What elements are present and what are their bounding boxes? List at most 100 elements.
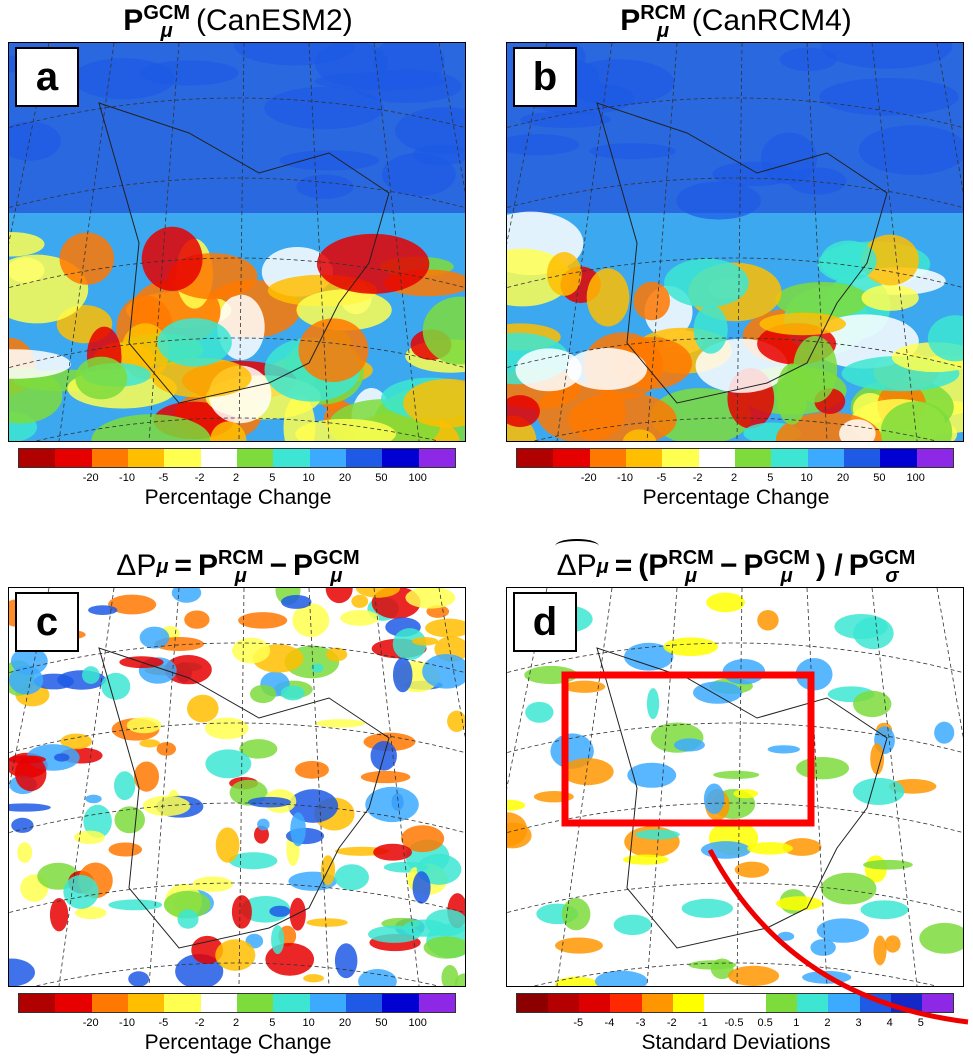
panel-letter: b [513,47,577,107]
map: c [8,587,466,987]
colorbar-swatch [345,994,383,1012]
colorbar-tick-label: -20 [580,472,597,484]
colorbar-swatch [610,994,642,1012]
panel: ΔP μ = P RCM μ − P GCM μ c -20 -10 -5 -2 2 5 10 20 50 100 Per… [8,545,468,1057]
title-sup: RCM [217,547,264,570]
colorbar-swatch [236,994,274,1012]
colorbar-swatch [548,994,580,1012]
panel-letter: a [15,47,79,107]
title-part: P GCM σ [849,547,916,586]
colorbar-caption: Percentage Change [144,1031,332,1054]
map: d [506,587,964,987]
colorbar-swatch [553,449,590,467]
title-part: P GCM μ [293,547,360,586]
colorbar-caption: Standard Deviations [641,1031,831,1054]
title-sup: GCM [763,547,811,570]
colorbar-tick-label: -2 [194,1017,205,1029]
colorbar-swatch [890,994,922,1012]
colorbar-swatch [55,994,92,1012]
colorbar-swatch [766,994,798,1012]
colorbar-tick-label: 100 [408,472,427,484]
title-part: P RCM μ [620,3,686,43]
colorbar-swatch [641,994,673,1012]
colorbar-labels: -20 -10 -5 -2 2 5 10 20 50 100 [18,1017,454,1031]
title-text: P [743,549,764,582]
colorbar-swatch [164,994,201,1012]
title-text: (P [638,549,669,582]
colorbar-caption: Percentage Change [144,486,332,509]
title-sup: GCM [143,2,190,25]
panel-title: P RCM μ (CanRCM4) [506,3,966,43]
colorbar-swatch [418,449,455,467]
colorbar-swatch [698,449,735,467]
title-part: = [174,549,192,582]
colorbar-swatch [127,994,165,1012]
colorbar-swatch [921,994,953,1012]
map-field [9,588,465,986]
title-part: (P RCM μ [638,547,714,588]
colorbar-tick-label: -3 [635,1017,646,1029]
title-sub: μ [685,565,698,588]
title-part: P GCM μ [743,547,811,586]
colorbar-tick-label: 2 [232,1017,240,1029]
colorbar-swatch [127,449,165,467]
colorbar-tick-label: -10 [119,472,135,484]
colorbar-swatch [843,449,881,467]
title-sup: RCM [668,547,714,570]
colorbar-tick-label: -1 [697,1017,708,1029]
colorbar-tick-label: 5 [767,472,774,484]
colorbar-swatch [797,994,829,1012]
colorbar-tick-label: -5 [573,1017,584,1029]
colorbar-tick-label: 2 [232,472,240,484]
title-sup: GCM [868,547,916,570]
title-part: ΔP μ [554,539,609,582]
title-sup: GCM [313,547,360,570]
title-sub: μ [656,20,670,43]
colorbar-swatch [382,449,419,467]
colorbar-swatch [19,994,56,1012]
title-part: (CanESM2) [196,4,353,37]
title-part: P GCM μ [123,2,190,43]
colorbar-tick-label: 3 [855,1017,862,1029]
panel-letter: c [15,592,79,652]
title-text: P [123,4,144,37]
colorbar-swatch [807,449,844,467]
colorbar-tick-label: -4 [604,1017,615,1029]
title-text: = [174,549,192,582]
title-sub: μ [160,20,173,43]
colorbar [516,993,954,1013]
colorbar-labels: -5 -4 -3 -2 -1 -0.5 0.5 1 2 3 4 5 [516,1017,952,1031]
colorbar-tick-label: -20 [82,472,99,484]
map-field [9,43,465,441]
colorbar-tick-label: 20 [338,472,352,484]
title-sub: μ [156,556,169,579]
colorbar-tick-label: 50 [873,472,886,484]
colorbar-tick-label: 50 [375,472,388,484]
colorbar-swatch [517,994,549,1012]
colorbar-swatch [880,449,917,467]
title-text: ΔP [116,549,157,582]
colorbar-tick-label: -0.5 [724,1017,744,1029]
colorbar-swatch [734,449,772,467]
colorbar-tick-label: 1 [793,1017,800,1029]
colorbar-tick-label: 20 [836,472,850,484]
title-part: = [615,549,633,582]
title-part: ) / [816,549,843,582]
panel-title: ΔP μ = P RCM μ − P GCM μ [8,547,468,586]
map-field [507,43,963,441]
colorbar-swatch [309,449,346,467]
title-part: (CanRCM4) [692,4,852,37]
colorbar [18,993,456,1013]
colorbar-tick-label: -5 [158,472,169,484]
title-text: ΔP [554,539,599,582]
colorbar-tick-label: -2 [692,472,703,484]
colorbar-tick-label: 20 [338,1017,352,1029]
map: a [8,42,466,442]
title-text: P [293,549,314,582]
colorbar-tick-label: 5 [269,472,276,484]
colorbar-tick-label: 100 [408,1017,427,1029]
title-text: P [197,549,218,582]
colorbar-swatch [200,449,237,467]
colorbar-tick-label: -5 [656,472,667,484]
panel: ΔP μ = (P RCM μ − P GCM μ) / P GCM σ d -5 -4 -3 -2 -1 -0.5 0… [506,539,966,1057]
